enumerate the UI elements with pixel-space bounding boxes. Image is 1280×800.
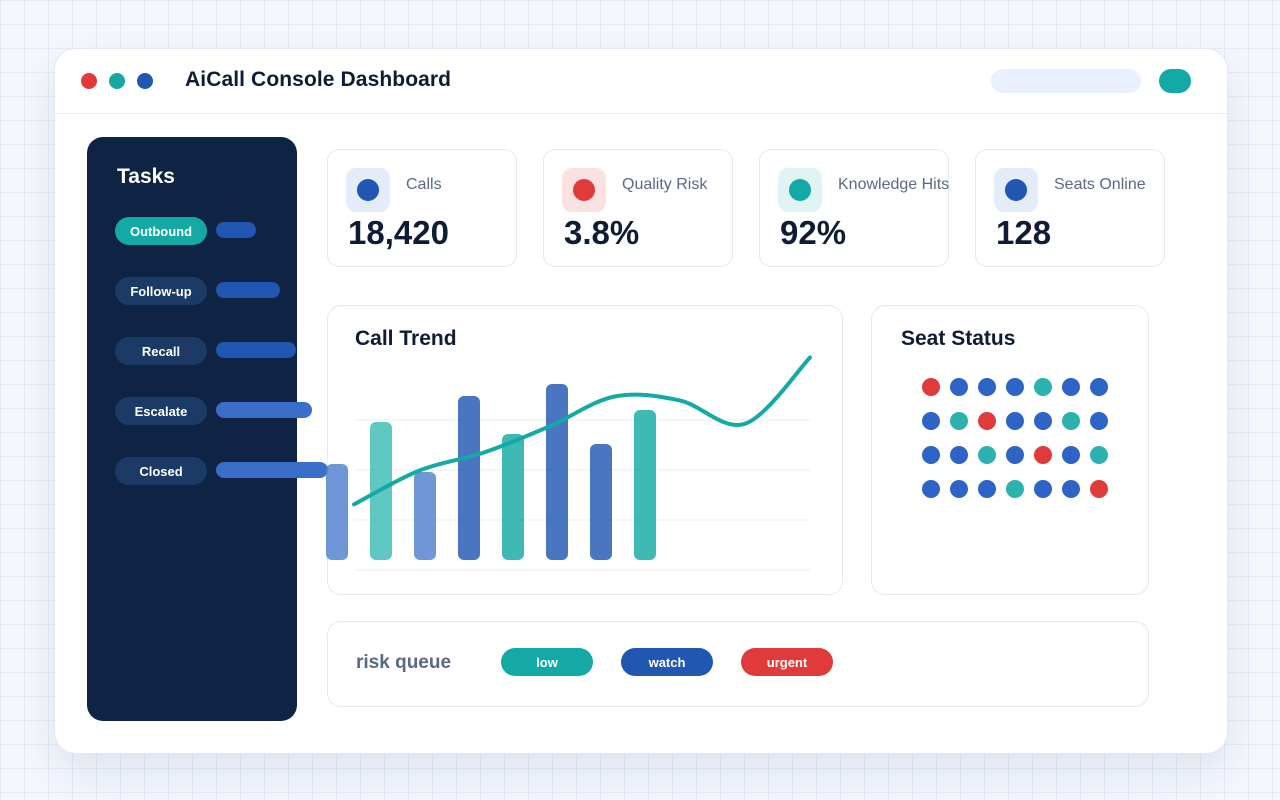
seat-status-dot[interactable]	[950, 378, 968, 396]
seat-status-dot[interactable]	[1090, 412, 1108, 430]
app-title: AiCall Console Dashboard	[185, 68, 452, 91]
kpi-value: 3.8%	[564, 214, 640, 251]
kpi-value: 128	[996, 214, 1052, 251]
chart-bar	[458, 396, 480, 560]
task-progress-bar	[216, 342, 296, 358]
action-toggle-button[interactable]	[1159, 69, 1191, 93]
seat-status-dot[interactable]	[1006, 412, 1024, 430]
seat-status-dot[interactable]	[922, 480, 940, 498]
task-progress-bar	[216, 462, 328, 478]
chart-bar	[414, 472, 436, 560]
seat-status-dot[interactable]	[1090, 378, 1108, 396]
knowledge-hits-icon	[778, 168, 822, 212]
seat-status-dot[interactable]	[922, 378, 940, 396]
kpi-label: Seats Online	[1054, 176, 1146, 193]
risk-chip-urgent[interactable]: urgent	[741, 648, 833, 676]
kpi-card-calls: Calls 18,420	[327, 149, 517, 267]
kpi-card-knowledge-hits: Knowledge Hits 92%	[759, 149, 949, 267]
seat-status-dot[interactable]	[922, 412, 940, 430]
kpi-card-quality-risk: Quality Risk 3.8%	[543, 149, 733, 267]
title-bar: AiCall Console Dashboard	[55, 49, 1227, 114]
seat-status-dot[interactable]	[950, 446, 968, 464]
search-input[interactable]	[991, 69, 1141, 93]
quality-risk-icon	[562, 168, 606, 212]
seat-status-dot[interactable]	[1062, 378, 1080, 396]
seat-status-dot[interactable]	[1034, 378, 1052, 396]
window-close-button[interactable]	[81, 73, 97, 89]
call-trend-title: Call Trend	[355, 327, 457, 350]
risk-chip-watch[interactable]: watch	[621, 648, 713, 676]
task-item-recall[interactable]: Recall	[115, 337, 207, 365]
seat-status-dot[interactable]	[1034, 480, 1052, 498]
kpi-value: 18,420	[348, 214, 449, 251]
seat-status-dot[interactable]	[1090, 480, 1108, 498]
call-trend-card: Call Trend	[327, 305, 843, 595]
task-item-closed[interactable]: Closed	[115, 457, 207, 485]
calls-icon	[346, 168, 390, 212]
kpi-card-seats-online: Seats Online 128	[975, 149, 1165, 267]
chart-trend-line	[352, 355, 812, 507]
task-item-outbound[interactable]: Outbound	[115, 217, 207, 245]
risk-chip-low[interactable]: low	[501, 648, 593, 676]
seat-status-dot[interactable]	[1034, 412, 1052, 430]
risk-queue-label: risk queue	[356, 652, 452, 673]
seat-status-dot[interactable]	[1034, 446, 1052, 464]
seat-status-dot[interactable]	[1062, 446, 1080, 464]
seat-status-dot[interactable]	[950, 412, 968, 430]
task-progress-bar	[216, 402, 312, 418]
kpi-value: 92%	[780, 214, 847, 251]
chart-bar	[502, 434, 524, 560]
chart-bar	[326, 464, 348, 560]
task-item-escalate[interactable]: Escalate	[115, 397, 207, 425]
task-progress-bar	[216, 282, 280, 298]
seat-status-dot[interactable]	[978, 446, 996, 464]
seat-status-dot[interactable]	[1006, 480, 1024, 498]
seat-status-title: Seat Status	[901, 327, 1016, 350]
seat-status-dot[interactable]	[1062, 412, 1080, 430]
tasks-sidebar: Tasks Outbound Follow-up Recall Escalate…	[87, 137, 297, 721]
seat-status-dot[interactable]	[922, 446, 940, 464]
kpi-label: Calls	[406, 176, 442, 193]
sidebar-title: Tasks	[117, 165, 175, 188]
app-window: AiCall Console Dashboard Tasks Outbound …	[54, 48, 1228, 754]
chart-bar	[590, 444, 612, 560]
window-maximize-button[interactable]	[137, 73, 153, 89]
window-minimize-button[interactable]	[109, 73, 125, 89]
seat-status-dot[interactable]	[1006, 378, 1024, 396]
seat-status-dot[interactable]	[1006, 446, 1024, 464]
seat-status-dot[interactable]	[1062, 480, 1080, 498]
chart-bar	[634, 410, 656, 560]
seats-online-icon	[994, 168, 1038, 212]
seat-status-dot[interactable]	[978, 412, 996, 430]
seat-status-card: Seat Status	[871, 305, 1149, 595]
task-item-follow-up[interactable]: Follow-up	[115, 277, 207, 305]
seat-status-dot[interactable]	[1090, 446, 1108, 464]
risk-queue-card: risk queue low watch urgent	[327, 621, 1149, 707]
kpi-label: Quality Risk	[622, 176, 708, 193]
seat-status-dot[interactable]	[950, 480, 968, 498]
task-progress-bar	[216, 222, 256, 238]
seat-status-dot[interactable]	[978, 378, 996, 396]
kpi-label: Knowledge Hits	[838, 176, 950, 193]
chart-bar	[546, 384, 568, 560]
seat-status-dot[interactable]	[978, 480, 996, 498]
